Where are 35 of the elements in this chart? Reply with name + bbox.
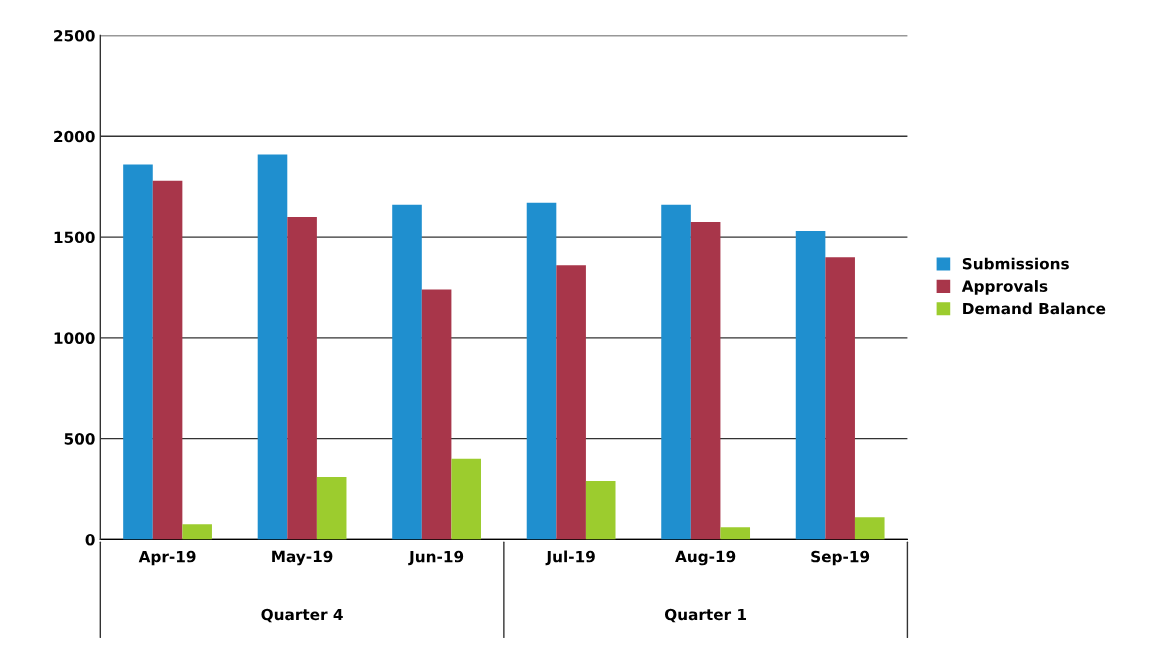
y-tick-label: 2000: [54, 130, 95, 143]
bar: [690, 221, 721, 540]
bar: [585, 480, 616, 540]
x-tick-label: Apr-19: [138, 550, 196, 566]
bar: [795, 231, 826, 540]
legend-label: Approvals: [961, 280, 1048, 295]
text: Quarter 4: [261, 608, 343, 623]
bar: [451, 458, 481, 540]
y-tick-label: 2500: [54, 30, 95, 42]
x-tick-label: Jun-19: [408, 550, 464, 566]
bar: [556, 265, 586, 540]
bar: [152, 180, 183, 540]
bar: [526, 202, 557, 540]
bar: [392, 204, 422, 540]
y-tick-label: 0: [85, 533, 95, 546]
x-tick-label: Aug-19: [675, 550, 736, 566]
bar: [661, 204, 691, 540]
y-tick-label: 500: [64, 433, 95, 445]
bar: [316, 476, 347, 540]
bar: [257, 154, 288, 540]
bar: [182, 524, 212, 540]
legend-label: Submissions: [962, 257, 1069, 270]
y-tick-label: 1000: [54, 332, 95, 344]
bar: [421, 289, 452, 540]
legend-label: Demand Balance: [963, 302, 1106, 315]
bar: [123, 164, 153, 540]
text: Quarter 1: [664, 608, 747, 623]
x-tick-label: Jul-19: [545, 550, 595, 566]
bar: [287, 216, 317, 540]
x-tick-label: Sep-19: [811, 550, 870, 566]
x-tick-label: May-19: [272, 550, 333, 566]
y-tick-label: 1500: [54, 231, 95, 244]
bar: [720, 527, 751, 540]
bar: [825, 257, 855, 540]
bar: [854, 517, 885, 540]
